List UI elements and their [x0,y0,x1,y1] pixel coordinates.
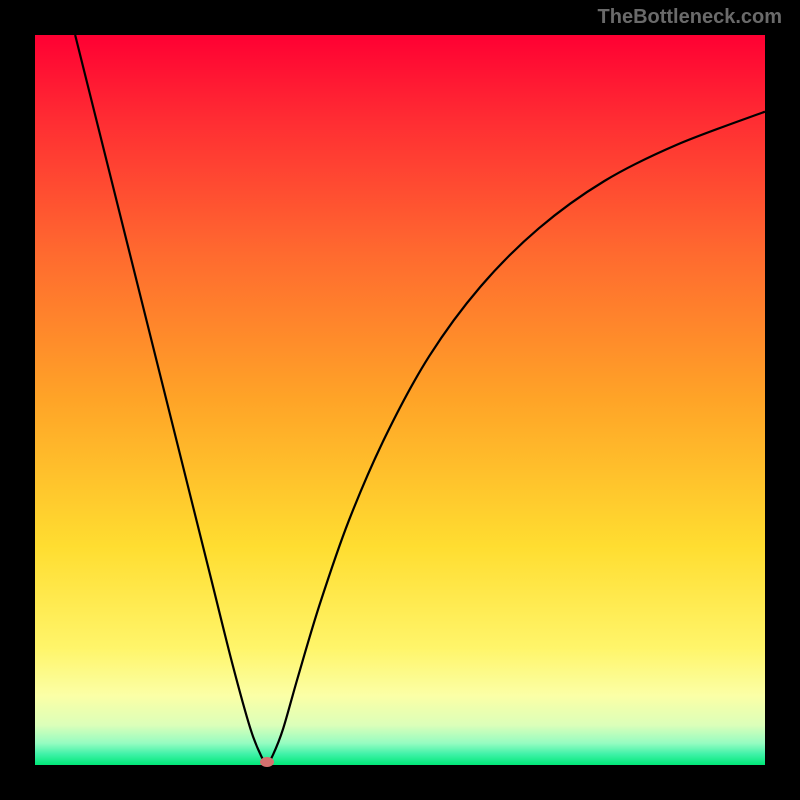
watermark-text: TheBottleneck.com [598,6,782,29]
curve-layer [35,35,765,765]
bottleneck-chart [35,35,765,765]
bottleneck-curve [75,35,765,763]
minimum-marker [260,757,274,767]
